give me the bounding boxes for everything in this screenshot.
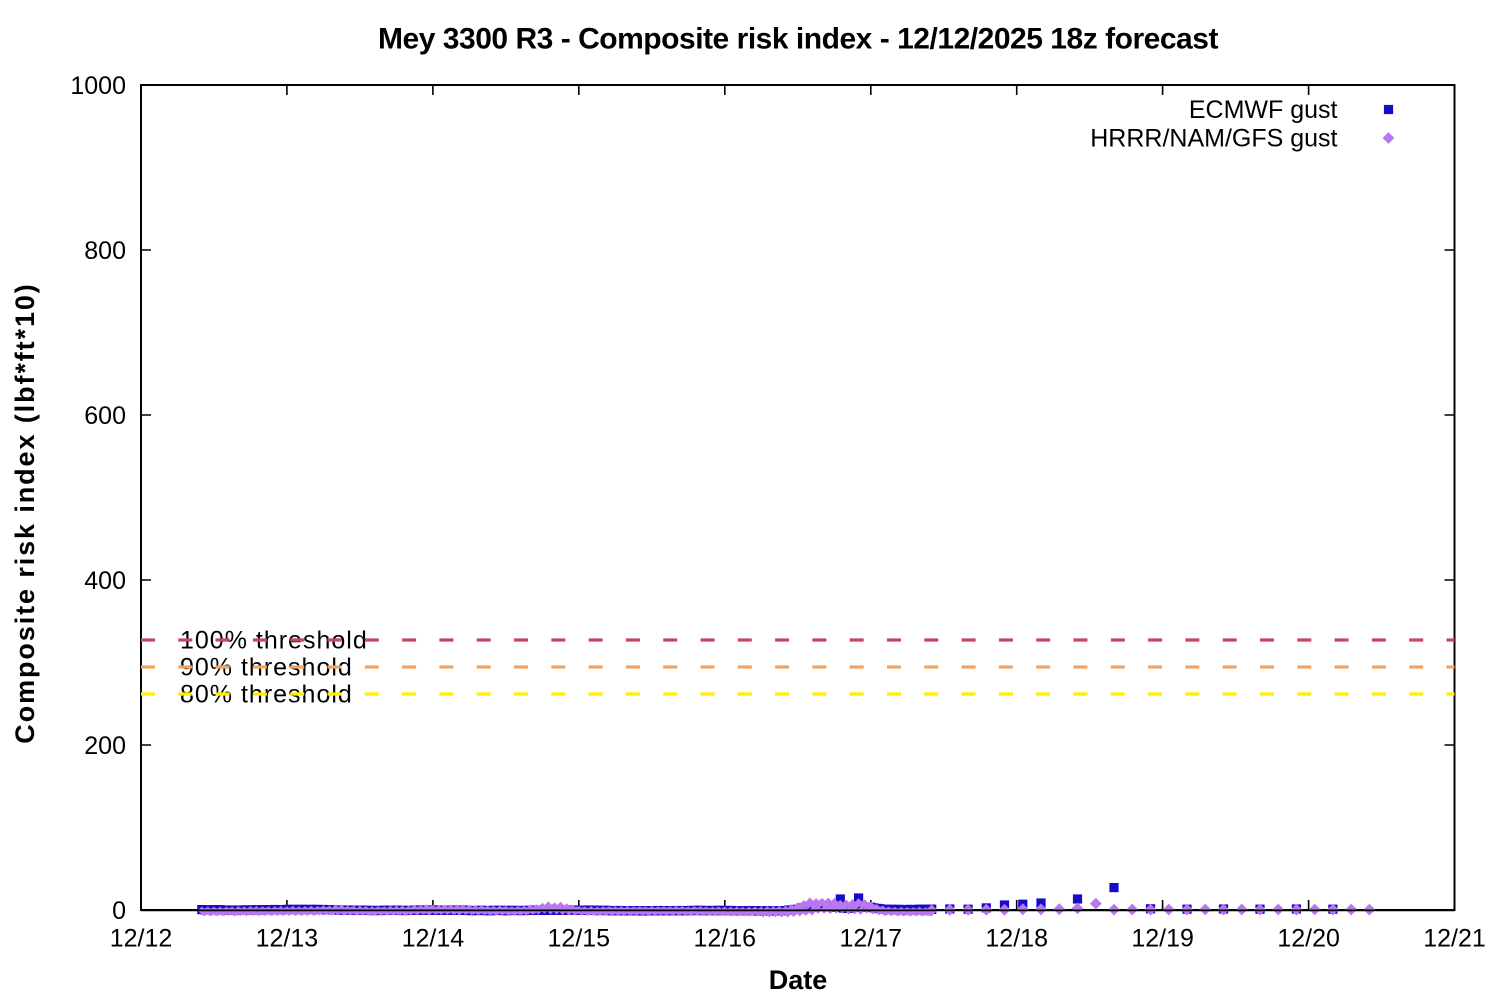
svg-text:1000: 1000 xyxy=(70,72,126,100)
svg-text:800: 800 xyxy=(84,237,126,265)
svg-text:200: 200 xyxy=(84,732,126,760)
svg-text:12/15: 12/15 xyxy=(548,925,611,953)
svg-text:Composite risk index (lbf*ft*1: Composite risk index (lbf*ft*10) xyxy=(10,282,40,743)
svg-text:400: 400 xyxy=(84,567,126,595)
svg-text:12/21: 12/21 xyxy=(1423,925,1486,953)
svg-text:12/14: 12/14 xyxy=(402,925,465,953)
svg-text:12/19: 12/19 xyxy=(1131,925,1194,953)
svg-text:12/12: 12/12 xyxy=(110,925,173,953)
svg-text:600: 600 xyxy=(84,402,126,430)
svg-text:ECMWF gust: ECMWF gust xyxy=(1189,96,1338,124)
svg-text:Mey 3300 R3 - Composite risk i: Mey 3300 R3 - Composite risk index - 12/… xyxy=(378,23,1218,56)
svg-text:12/16: 12/16 xyxy=(694,925,757,953)
svg-text:Date: Date xyxy=(769,965,828,995)
svg-text:12/13: 12/13 xyxy=(256,925,319,953)
svg-text:HRRR/NAM/GFS gust: HRRR/NAM/GFS gust xyxy=(1090,125,1337,153)
svg-text:12/20: 12/20 xyxy=(1277,925,1340,953)
svg-text:12/17: 12/17 xyxy=(840,925,903,953)
svg-text:0: 0 xyxy=(112,897,126,925)
svg-text:12/18: 12/18 xyxy=(985,925,1048,953)
